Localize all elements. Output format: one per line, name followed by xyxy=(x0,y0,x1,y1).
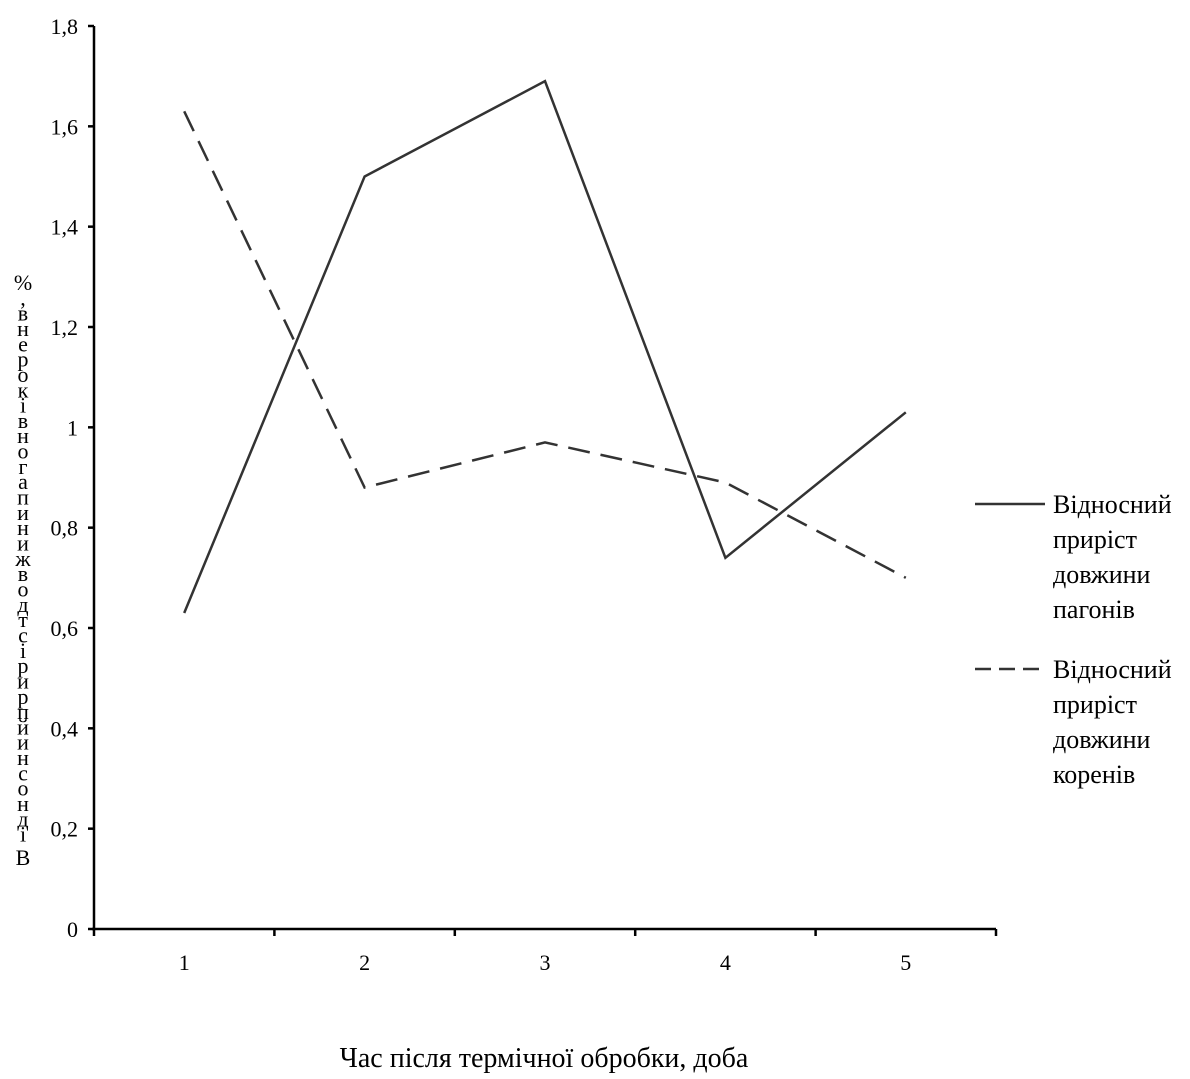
series-line-shoots xyxy=(183,79,907,614)
x-tick-label: 1 xyxy=(179,950,190,975)
y-axis-title-char: д xyxy=(17,806,28,831)
y-axis-title-char: і xyxy=(20,822,26,847)
y-axis-title-char: в xyxy=(18,561,28,586)
legend-label: Відносний xyxy=(1053,490,1172,519)
y-tick-label: 1,6 xyxy=(51,114,79,139)
y-tick-label: 1 xyxy=(67,415,78,440)
legend-label: приріст xyxy=(1053,690,1137,719)
y-axis-title-char: и xyxy=(17,730,29,755)
y-axis-title-char: н xyxy=(17,316,29,341)
y-axis-title-char: с xyxy=(18,622,28,647)
y-axis-title-char: е xyxy=(18,331,28,356)
y-axis-title-char: ж xyxy=(14,546,31,571)
y-axis-title-char: и xyxy=(17,668,29,693)
legend-label: довжини xyxy=(1053,560,1151,589)
y-tick-label: 1,8 xyxy=(51,14,79,39)
y-axis-title-char: , xyxy=(20,285,26,310)
y-axis-title-char: и xyxy=(17,500,29,525)
y-axis-title-char: в xyxy=(18,301,28,326)
y-axis-title-char: н xyxy=(17,745,29,770)
y-axis-title-char: н xyxy=(17,423,29,448)
y-axis-title-char: т xyxy=(18,607,28,632)
y-tick-label: 1,4 xyxy=(51,215,79,240)
y-axis-title-char: й xyxy=(17,714,29,739)
y-axis-title-char: и xyxy=(17,531,29,556)
legend-label: довжини xyxy=(1053,725,1151,754)
y-tick-label: 0,2 xyxy=(51,817,79,842)
y-axis-title-char: п xyxy=(17,485,29,510)
y-tick-label: 0,4 xyxy=(51,716,79,741)
y-axis-title-char: г xyxy=(18,454,27,479)
y-axis-title-char: н xyxy=(17,791,29,816)
y-axis-title-char: і xyxy=(20,393,26,418)
y-axis-title-char: д xyxy=(17,592,28,617)
y-axis-title-char: с xyxy=(18,760,28,785)
y-axis-title-char: п xyxy=(17,699,29,724)
y-tick-label: 1,2 xyxy=(51,315,79,340)
y-tick-label: 0,6 xyxy=(51,616,79,641)
legend-label: Відносний xyxy=(1053,655,1172,684)
legend-label: приріст xyxy=(1053,525,1137,554)
x-tick-label: 3 xyxy=(540,950,551,975)
series-lines xyxy=(183,79,907,614)
legend-label: коренів xyxy=(1053,760,1135,789)
legend-label: пагонів xyxy=(1053,595,1135,624)
y-axis-title-char: а xyxy=(18,469,28,494)
y-axis-title-char: % xyxy=(14,270,32,295)
x-tick-label: 5 xyxy=(900,950,911,975)
y-tick-label: 0 xyxy=(67,917,78,942)
y-axis-title-char: р xyxy=(18,347,29,372)
x-axis: 1 2 3 4 5 xyxy=(92,927,998,975)
series-line-roots xyxy=(183,110,907,579)
x-tick-label: 4 xyxy=(720,950,731,975)
y-axis-title-char: р xyxy=(18,684,29,709)
y-tick-label: 0,8 xyxy=(51,516,79,541)
y-axis-title-char: в xyxy=(18,408,28,433)
y-axis-title-char: к xyxy=(18,377,29,402)
x-tick-label: 2 xyxy=(359,950,370,975)
y-axis-title-char: В xyxy=(16,845,31,870)
y-axis: 0 0,2 0,4 0,6 0,8 1 1,2 1,4 1,6 1,8 xyxy=(51,14,96,942)
y-axis-title-char: о xyxy=(18,576,29,601)
y-axis-title-char: о xyxy=(18,776,29,801)
y-axis-title-char: і xyxy=(20,638,26,663)
y-axis-title-char: о xyxy=(18,439,29,464)
y-axis-title-char: о xyxy=(18,362,29,387)
y-axis-title-char: р xyxy=(18,653,29,678)
legend: Відносний приріст довжини пагонів Відносний п… xyxy=(975,490,1172,789)
y-axis-title-char: н xyxy=(17,515,29,540)
x-axis-title: Час після термічної обробки, доба xyxy=(340,1043,749,1074)
